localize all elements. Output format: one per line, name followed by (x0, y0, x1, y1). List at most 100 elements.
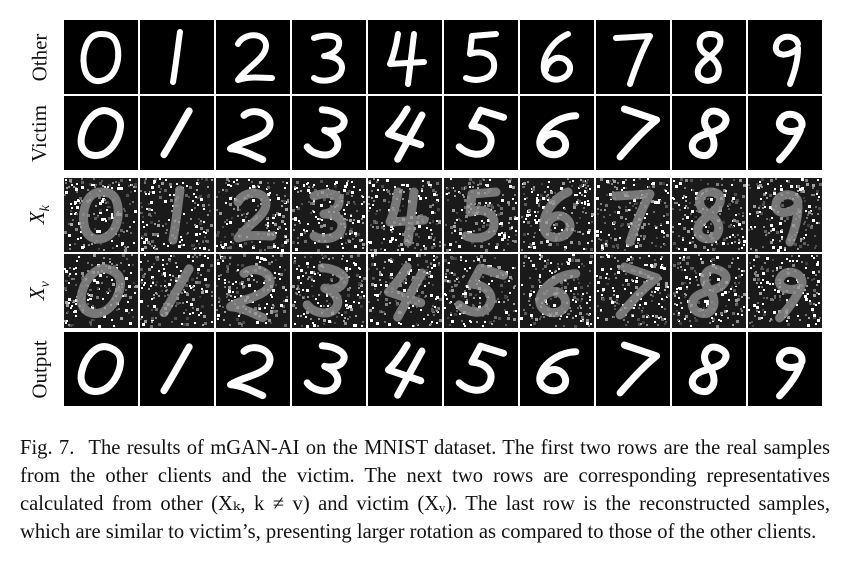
noise-speck (758, 286, 760, 288)
noise-speck (433, 259, 435, 261)
noise-speck (811, 255, 813, 257)
noise-speck (509, 227, 512, 230)
noise-speck (529, 214, 531, 216)
noise-speck (272, 307, 274, 309)
noise-speck (328, 320, 331, 323)
noise-speck (735, 284, 737, 286)
noise-speck (530, 244, 533, 247)
noise-speck (483, 179, 485, 181)
noise-speck (360, 284, 363, 287)
noise-speck (815, 304, 817, 306)
noise-speck (677, 262, 680, 265)
noise-speck (141, 212, 143, 214)
noise-speck (319, 218, 321, 220)
noise-speck (511, 227, 513, 229)
noise-speck (338, 312, 340, 314)
noise-speck (93, 319, 95, 321)
noise-speck (68, 298, 71, 301)
noise-speck (544, 191, 546, 193)
noise-speck (602, 298, 605, 301)
noise-speck (272, 304, 274, 306)
noise-speck (306, 230, 308, 232)
noise-speck (681, 282, 684, 285)
noise-speck (93, 178, 95, 180)
noise-speck (466, 285, 469, 288)
noise-speck (608, 234, 610, 236)
noise-speck (799, 188, 802, 191)
noise-speck (381, 226, 384, 229)
noise-speck (436, 182, 439, 185)
noise-speck (507, 243, 509, 245)
noise-speck (76, 183, 78, 185)
digit-stroke (688, 343, 730, 396)
noise-speck (405, 279, 407, 281)
noise-speck (412, 276, 415, 279)
digit-tile (216, 332, 290, 406)
noise-speck (818, 302, 820, 304)
noise-speck (652, 185, 655, 188)
noise-speck (478, 202, 481, 205)
noise-speck (68, 324, 70, 326)
noise-speck (395, 300, 397, 302)
noise-speck (763, 289, 765, 291)
noise-speck (813, 314, 816, 317)
noise-speck (666, 234, 669, 237)
noise-speck (808, 211, 811, 214)
noise-speck (198, 314, 200, 316)
noise-speck (216, 309, 218, 311)
noise-speck (183, 289, 185, 291)
noise-speck (432, 305, 434, 307)
noise-speck (424, 285, 426, 287)
noise-speck (585, 248, 587, 250)
noise-speck (130, 272, 132, 274)
noise-speck (357, 294, 359, 296)
noise-speck (660, 266, 663, 269)
noise-speck (426, 272, 428, 274)
noise-speck (805, 229, 807, 231)
digit-tile-graphic (226, 344, 274, 400)
noise-speck (310, 318, 312, 320)
noise-speck (700, 258, 702, 260)
noise-speck (419, 197, 422, 200)
digit-stroke (76, 264, 126, 318)
noise-speck (224, 236, 226, 238)
noise-speck (495, 246, 498, 249)
noise-speck (561, 229, 563, 231)
noise-speck (317, 302, 319, 304)
noise-speck (504, 296, 507, 299)
noise-speck (431, 246, 434, 249)
noise-speck (489, 321, 492, 324)
noise-speck (559, 318, 561, 320)
noise-speck (91, 243, 93, 245)
digit-stroke (772, 33, 801, 87)
noise-speck (158, 295, 160, 297)
noise-speck (707, 249, 709, 251)
noise-speck (458, 218, 460, 220)
noise-speck (692, 241, 694, 243)
noise-speck (186, 293, 189, 296)
noise-speck (223, 319, 225, 321)
noise-speck (806, 217, 808, 219)
noise-speck (347, 288, 350, 291)
noise-speck (728, 225, 731, 228)
noise-speck (373, 178, 375, 180)
noise-speck (687, 256, 690, 259)
noise-speck (398, 245, 400, 247)
noise-speck (477, 187, 479, 189)
noise-speck (425, 260, 428, 263)
noise-speck (673, 180, 675, 182)
noise-speck (501, 199, 504, 202)
noise-speck (390, 260, 393, 263)
noise-speck (577, 199, 579, 201)
noise-speck (185, 194, 188, 197)
noise-speck (81, 181, 84, 184)
noise-speck (391, 231, 393, 233)
noise-speck (681, 307, 683, 309)
noise-speck (694, 245, 697, 248)
noise-speck (195, 247, 197, 249)
digit-glyph (463, 31, 499, 83)
noise-speck (465, 220, 467, 222)
noise-speck (142, 216, 144, 218)
noise-speck (589, 188, 591, 190)
noise-speck (265, 224, 267, 226)
